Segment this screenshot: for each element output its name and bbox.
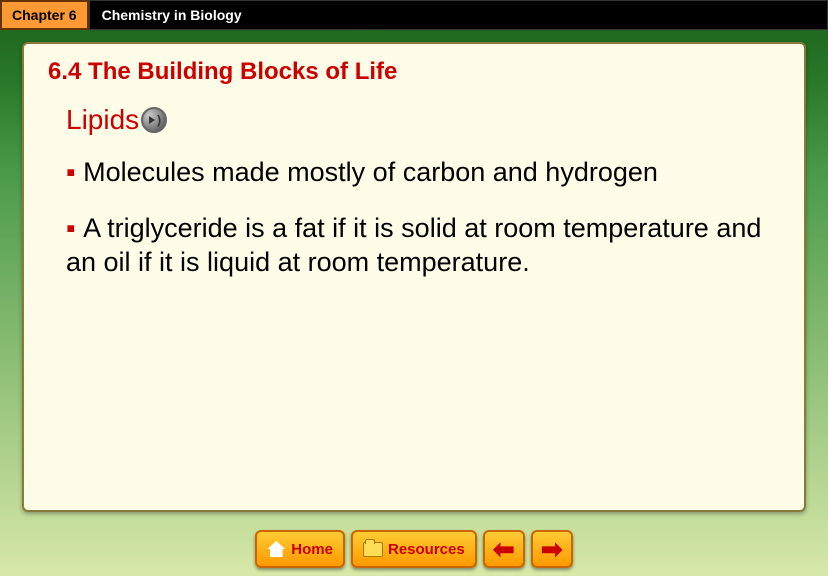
header-bar: Chapter 6 Chemistry in Biology [0, 0, 828, 30]
prev-button[interactable]: ⬅ [483, 530, 525, 568]
bullet-text: A triglyceride is a fat if it is solid a… [66, 213, 761, 277]
arrow-left-icon: ⬅ [493, 536, 515, 562]
home-icon [267, 541, 285, 557]
bullet-marker: ▪ [66, 157, 83, 187]
audio-icon[interactable] [141, 107, 167, 133]
chapter-label: Chapter 6 [12, 7, 77, 23]
resources-button[interactable]: Resources [351, 530, 477, 568]
bullet-item: ▪ Molecules made mostly of carbon and hy… [66, 156, 780, 190]
home-label: Home [291, 541, 333, 558]
subtitle-row: Lipids [66, 104, 780, 136]
subtitle: Lipids [66, 104, 139, 136]
content-panel: 6.4 The Building Blocks of Life Lipids ▪… [22, 42, 806, 512]
bullet-item: ▪ A triglyceride is a fat if it is solid… [66, 212, 780, 280]
bullet-marker: ▪ [66, 213, 83, 243]
resources-label: Resources [388, 541, 465, 558]
bottom-nav: Home Resources ⬅ ➡ [0, 530, 828, 568]
chapter-title: Chemistry in Biology [102, 7, 242, 23]
arrow-right-icon: ➡ [541, 536, 563, 562]
chapter-tab: Chapter 6 [0, 0, 89, 30]
bullet-text: Molecules made mostly of carbon and hydr… [83, 157, 658, 187]
next-button[interactable]: ➡ [531, 530, 573, 568]
folder-icon [363, 542, 383, 557]
section-title: 6.4 The Building Blocks of Life [48, 58, 780, 86]
home-button[interactable]: Home [255, 530, 345, 568]
chapter-title-bar: Chemistry in Biology [89, 0, 828, 30]
